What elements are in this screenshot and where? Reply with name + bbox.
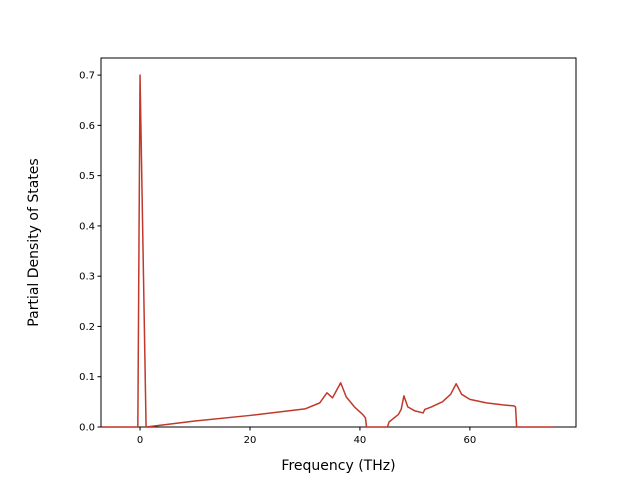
data-line	[101, 74, 555, 427]
y-tick-label: 0.2	[79, 322, 95, 333]
x-tick-label: 40	[354, 435, 367, 446]
x-axis-label: Frequency (THz)	[281, 458, 395, 474]
y-tick-label: 0.7	[79, 71, 95, 82]
y-tick-label: 0.5	[79, 171, 95, 182]
x-tick-label: 60	[464, 435, 477, 446]
y-tick-label: 0.0	[79, 423, 95, 434]
y-tick-label: 0.4	[79, 221, 95, 232]
y-tick-label: 0.1	[79, 372, 95, 383]
x-tick-label: 20	[244, 435, 257, 446]
plot-frame	[100, 57, 577, 428]
x-tick-label: 0	[137, 435, 143, 446]
y-tick-label: 0.3	[79, 272, 95, 283]
y-tick-label: 0.6	[79, 121, 95, 132]
y-axis-label: Partial Density of States	[26, 158, 42, 326]
